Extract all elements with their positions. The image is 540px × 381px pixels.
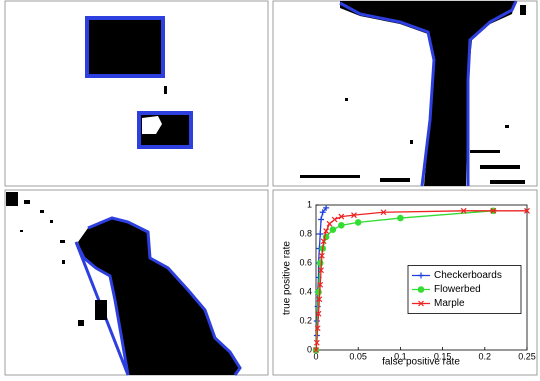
x-tick-label: 0.25	[518, 351, 536, 361]
marker	[398, 215, 404, 221]
x-tick-label: 0.15	[434, 351, 452, 361]
marker	[339, 223, 345, 229]
y-tick-label: 0	[307, 344, 312, 354]
legend-label: Checkerboards	[434, 270, 502, 281]
segmentation-checkerboards	[5, 1, 268, 186]
y-tick-label: 0.6	[299, 257, 312, 267]
figure: false positive rate true positive rate 0…	[0, 0, 540, 376]
y-tick-label: 0.8	[299, 228, 312, 238]
y-tick-label: 0.2	[299, 315, 312, 325]
x-tick-label: 0.05	[349, 351, 367, 361]
marker	[330, 227, 336, 233]
legend-label: Flowerbed	[434, 284, 481, 295]
legend-marker	[418, 287, 424, 293]
x-tick-label: 0.2	[479, 351, 492, 361]
y-axis-label: true positive rate	[282, 241, 293, 315]
marker	[355, 220, 361, 226]
y-tick-label: 1	[307, 199, 312, 209]
segmentation-marple	[5, 190, 268, 375]
legend-label: Marple	[434, 298, 465, 309]
segmentation-flowerbed	[273, 1, 537, 186]
y-tick-label: 0.4	[299, 286, 312, 296]
x-tick-label: 0.1	[394, 351, 407, 361]
